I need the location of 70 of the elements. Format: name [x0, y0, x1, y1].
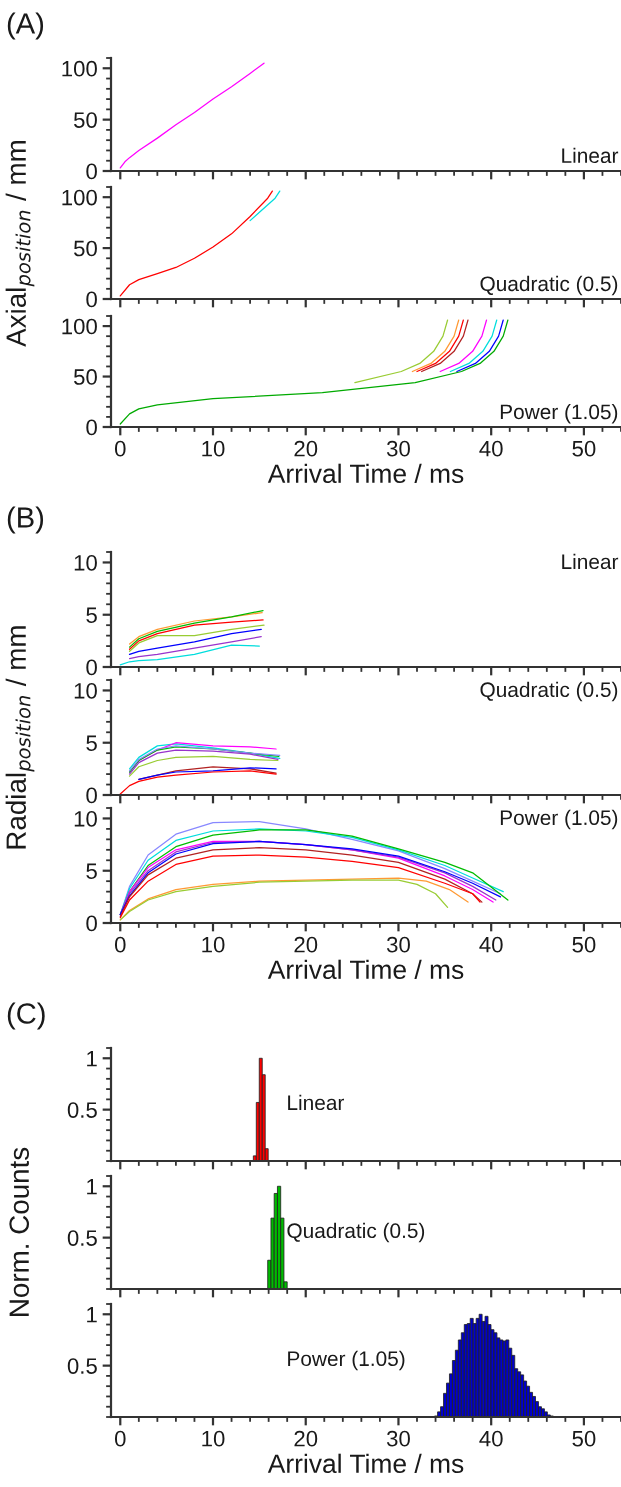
chart-title: (C): [7, 1002, 45, 1030]
y-axis-title: Axial$_{position}$ / mm: [5, 141, 35, 347]
y-tick-label: 100: [62, 189, 97, 206]
x-tick-label: 50: [572, 440, 596, 457]
y-tick-label: 0: [86, 291, 97, 308]
x-tick-label: 30: [386, 936, 410, 953]
annotation: Linear: [562, 147, 619, 164]
line-series: [354, 319, 449, 384]
y-tick-label: 0.5: [67, 1102, 97, 1118]
y-tick-label: 50: [73, 112, 97, 128]
x-tick-label: 20: [294, 936, 318, 953]
x-tick-label: 10: [202, 1430, 225, 1447]
y-tick-label: 0: [86, 915, 97, 932]
x-tick-label: 40: [479, 440, 503, 457]
chart-title: (B): [7, 506, 44, 534]
annotation: Quadratic (0.5): [480, 275, 618, 296]
y-tick-label: 10: [74, 554, 97, 571]
x-tick-label: 30: [386, 1430, 410, 1447]
line-series: [119, 190, 273, 297]
y-tick-label: 10: [74, 810, 97, 827]
line-series: [449, 319, 498, 373]
y-tick-label: 5: [86, 863, 97, 879]
line-series: [439, 319, 488, 373]
x-tick-label: 10: [202, 440, 225, 457]
y-tick-label: 0: [86, 659, 97, 676]
y-tick-label: 0: [86, 787, 97, 804]
y-axis-title: Norm. Counts: [9, 1147, 30, 1316]
annotation: Linear: [562, 553, 619, 570]
x-tick-label: 20: [294, 1430, 318, 1447]
y-tick-label: 0.5: [67, 1358, 97, 1374]
annotation: Power (1.05): [288, 1350, 405, 1371]
line-series: [119, 770, 277, 795]
y-tick-label: 10: [74, 682, 97, 699]
x-tick-label: 40: [479, 936, 503, 953]
line-series: [119, 644, 260, 666]
annotation: Power (1.05): [500, 403, 618, 424]
line-series: [456, 319, 504, 373]
y-tick-label: 0: [86, 419, 97, 436]
x-axis-title: Arrival Time / ms: [267, 463, 464, 484]
y-tick-label: 100: [62, 318, 97, 335]
y-tick-label: 50: [73, 240, 97, 257]
x-tick-label: 0: [114, 1430, 126, 1447]
x-tick-label: 20: [294, 440, 318, 457]
chart-title: (A): [7, 12, 44, 40]
annotation: Power (1.05): [500, 809, 618, 830]
y-tick-label: 1: [87, 1307, 97, 1323]
y-tick-label: 1: [87, 1179, 97, 1195]
y-tick-label: 100: [62, 60, 97, 77]
x-axis-title: Arrival Time / ms: [267, 1453, 464, 1474]
y-tick-label: 50: [73, 369, 97, 385]
y-tick-label: 0: [86, 163, 97, 180]
line-series: [128, 636, 262, 660]
y-axis-title: Radial$_{position}$ / mm: [5, 626, 35, 849]
annotation: Quadratic (0.5): [480, 681, 618, 702]
x-tick-label: 10: [202, 936, 225, 953]
line-series: [119, 62, 265, 169]
x-tick-label: 0: [114, 440, 126, 457]
x-tick-label: 40: [479, 1430, 503, 1447]
x-tick-label: 30: [386, 440, 410, 457]
x-tick-label: 50: [572, 936, 596, 953]
x-axis-title: Arrival Time / ms: [267, 959, 464, 980]
annotation: Linear: [288, 1094, 345, 1111]
y-tick-label: 5: [86, 607, 97, 623]
y-tick-label: 5: [86, 735, 97, 751]
y-tick-label: 0.5: [67, 1230, 97, 1246]
x-tick-label: 0: [114, 936, 126, 953]
y-tick-label: 1: [87, 1051, 97, 1067]
x-tick-label: 50: [572, 1430, 596, 1447]
annotation: Quadratic (0.5): [287, 1222, 425, 1243]
line-series: [128, 755, 279, 777]
